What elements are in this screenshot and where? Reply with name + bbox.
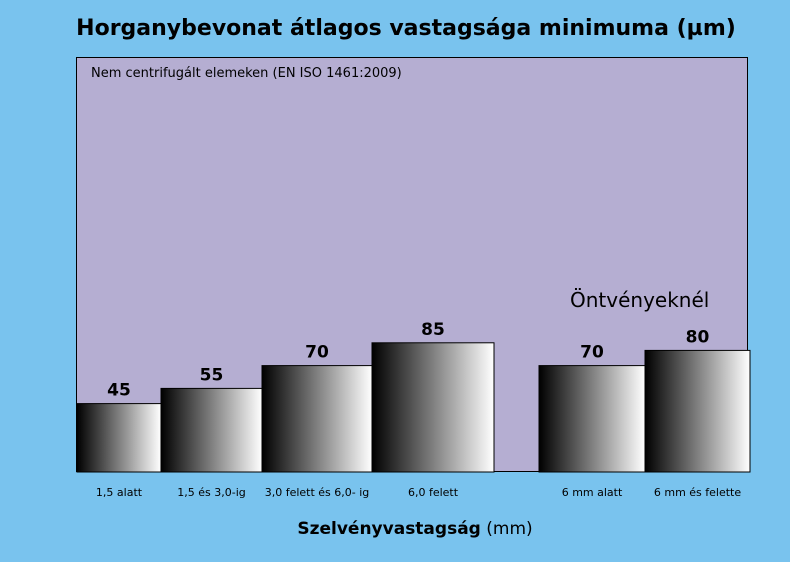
castings-group-label: Öntvényeknél — [570, 288, 710, 312]
x-tick-label-2: 1,5 és 3,0-ig — [177, 486, 246, 499]
x-tick-label-3: 3,0 felett és 6,0- ig — [265, 486, 370, 499]
x-axis-title-main: Szelvényvastagság — [297, 519, 481, 539]
x-axis-title: Szelvényvastagság (mm) — [0, 519, 790, 539]
bar-value-label-5: 70 — [580, 343, 604, 363]
x-tick-label-5: 6 mm alatt — [562, 486, 623, 499]
bar-value-label-6: 80 — [686, 327, 710, 347]
x-tick-label-1: 1,5 alatt — [96, 486, 143, 499]
bar-6 — [644, 349, 751, 473]
bar-4 — [371, 342, 495, 473]
bar-value-label-3: 70 — [305, 343, 329, 363]
chart-subtitle: Nem centrifugált elemeken (EN ISO 1461:2… — [91, 66, 402, 81]
x-tick-label-4: 6,0 felett — [408, 486, 459, 499]
x-axis-title-unit: (mm) — [486, 519, 533, 539]
bar-value-label-4: 85 — [421, 320, 445, 340]
bar-3 — [261, 365, 373, 473]
chart-title: Horganybevonat átlagos vastagsága minimu… — [76, 16, 736, 41]
bar-1 — [76, 403, 162, 473]
bar-2 — [160, 387, 263, 473]
bar-value-label-1: 45 — [107, 381, 131, 401]
bar-value-label-2: 55 — [200, 365, 224, 385]
bar-5 — [538, 365, 646, 473]
x-tick-label-6: 6 mm és felette — [654, 486, 742, 499]
